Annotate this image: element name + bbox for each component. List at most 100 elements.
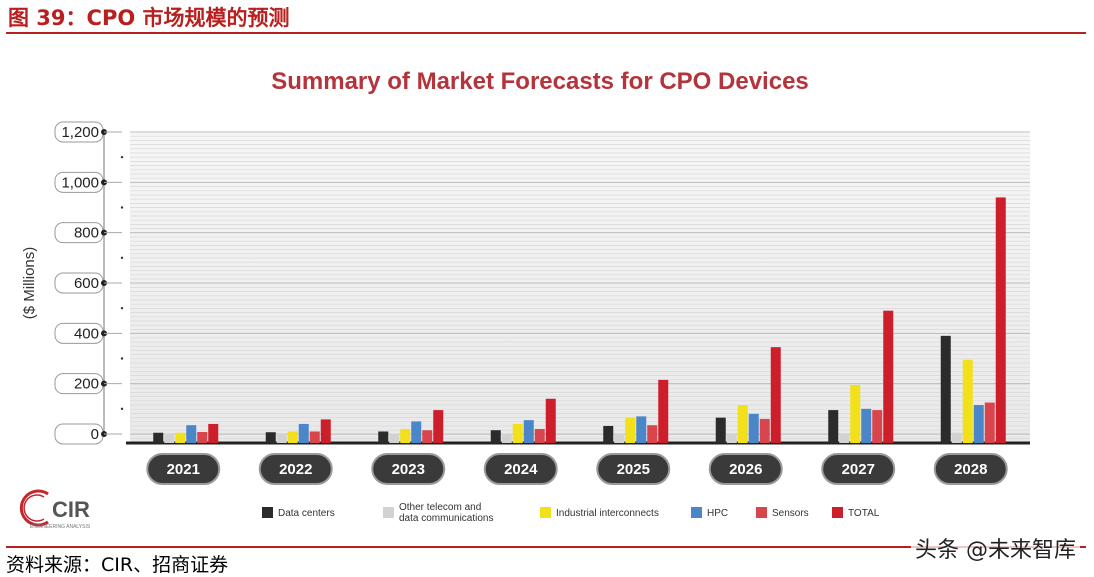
bar-total-2022 — [320, 419, 331, 443]
legend-label: Industrial interconnects — [556, 508, 659, 519]
bar-sensors-2021 — [197, 431, 208, 443]
bar-sensors-2022 — [309, 431, 320, 443]
bar-data-centers-2021 — [153, 432, 164, 443]
figure-header: 图 39：CPO 市场规模的预测 — [0, 0, 1094, 34]
year-pill — [596, 453, 671, 485]
x-tick-label: 2024 — [504, 461, 538, 478]
bar-hpc-2028 — [973, 405, 984, 443]
year-pill — [258, 453, 333, 485]
legend-swatch — [756, 507, 767, 518]
y-axis-label: ($ Millions) — [21, 247, 38, 320]
y-minor-dot — [120, 357, 124, 360]
y-minor-dot — [120, 407, 124, 411]
y-axis: 0 200 400 600 800 1,000 1,200 — [54, 121, 124, 445]
figure-footer: 资料来源：CIR、招商证券 头条 @未来智库 — [0, 532, 1094, 577]
legend-label: Sensors — [772, 508, 809, 519]
bar-hpc-2027 — [861, 408, 872, 443]
y-tick-label: 200 — [74, 376, 99, 393]
x-tick-label: 2026 — [729, 461, 762, 478]
bar-total-2027 — [883, 310, 894, 443]
bar-industrial-interconnects-2022 — [287, 431, 298, 443]
source-note: 资料来源：CIR、招商证券 — [6, 554, 229, 576]
y-minor-dot — [120, 306, 124, 310]
x-tick-label: 2028 — [954, 461, 987, 478]
bar-other-telecom-and-data-communications-2021 — [164, 433, 175, 443]
y-minor-dot — [120, 206, 124, 209]
bar-sensors-2023 — [422, 430, 433, 443]
bar-industrial-interconnects-2026 — [737, 405, 748, 443]
figure-title: 图 39：CPO 市场规模的预测 — [8, 6, 290, 30]
year-pill — [146, 453, 221, 485]
watermark: 头条 @未来智库 — [911, 532, 1080, 564]
bar-hpc-2026 — [748, 413, 759, 443]
x-tick-label: 2025 — [617, 461, 650, 478]
legend-label: HPC — [707, 508, 728, 519]
bar-other-telecom-and-data-communications-2026 — [726, 433, 737, 443]
y-tick-label: 400 — [74, 325, 99, 342]
bars — [153, 197, 1006, 443]
y-tick-label: 0 — [91, 426, 99, 443]
bar-total-2021 — [208, 423, 219, 443]
bar-sensors-2026 — [759, 418, 770, 443]
y-tick-label: 1,000 — [61, 174, 99, 191]
x-tick-label: 2021 — [167, 461, 200, 478]
bar-industrial-interconnects-2027 — [850, 384, 861, 443]
legend-label: TOTAL — [848, 508, 880, 519]
bar-data-centers-2028 — [940, 335, 951, 443]
logo-subtext: ENGINEERING ANALYSIS — [30, 524, 91, 530]
year-pill — [483, 453, 558, 485]
bar-other-telecom-and-data-communications-2027 — [839, 433, 850, 443]
bar-industrial-interconnects-2021 — [175, 432, 186, 443]
logo-text: CIR — [52, 497, 90, 522]
bar-sensors-2028 — [984, 402, 995, 443]
bar-sensors-2025 — [647, 425, 658, 443]
cpo-forecast-chart: Summary of Market Forecasts for CPO Devi… — [19, 68, 1030, 530]
x-axis: 2021 2022 2023 2024 2025 2026 2027 2028 — [146, 453, 1008, 485]
x-tick-label: 2023 — [392, 461, 425, 478]
legend-swatch — [540, 507, 551, 518]
bar-industrial-interconnects-2024 — [512, 423, 523, 443]
bar-data-centers-2022 — [265, 432, 276, 443]
bar-total-2024 — [545, 398, 556, 443]
bar-data-centers-2024 — [490, 430, 501, 443]
bar-sensors-2027 — [872, 410, 883, 443]
y-minor-dot — [120, 256, 124, 260]
bar-total-2025 — [658, 379, 669, 443]
bar-industrial-interconnects-2025 — [625, 417, 636, 443]
bar-other-telecom-and-data-communications-2023 — [389, 433, 400, 443]
bar-total-2028 — [995, 197, 1006, 443]
legend-swatch — [262, 507, 273, 518]
legend-swatch — [383, 507, 394, 518]
bar-hpc-2024 — [523, 420, 534, 443]
legend-label: data communications — [399, 513, 494, 524]
chart-title: Summary of Market Forecasts for CPO Devi… — [271, 68, 809, 95]
bar-other-telecom-and-data-communications-2022 — [276, 433, 287, 443]
year-pill — [708, 453, 783, 485]
legend-label: Data centers — [278, 508, 335, 519]
bar-data-centers-2027 — [828, 410, 839, 443]
y-tick-label: 800 — [74, 225, 99, 242]
x-tick-label: 2022 — [279, 461, 312, 478]
logo-arc-inner — [23, 494, 45, 522]
bar-hpc-2023 — [411, 421, 422, 443]
footer-rule — [6, 546, 1086, 548]
logo-arc — [19, 489, 49, 527]
legend-swatch — [691, 507, 702, 518]
legend-label: Other telecom and — [399, 502, 481, 513]
bar-other-telecom-and-data-communications-2028 — [951, 432, 962, 443]
cir-logo: CIR ENGINEERING ANALYSIS — [19, 489, 91, 530]
year-pill — [371, 453, 446, 485]
bar-industrial-interconnects-2023 — [400, 428, 411, 443]
bar-total-2023 — [433, 410, 444, 443]
bar-data-centers-2025 — [603, 425, 614, 443]
year-pill — [821, 453, 896, 485]
bar-hpc-2025 — [636, 416, 647, 443]
x-tick-label: 2027 — [842, 461, 875, 478]
bar-industrial-interconnects-2028 — [962, 359, 973, 443]
bar-total-2026 — [770, 347, 781, 443]
bar-data-centers-2026 — [715, 417, 726, 443]
bar-hpc-2021 — [186, 425, 197, 443]
y-minor-dot — [120, 155, 124, 159]
figure-title-rule — [6, 32, 1086, 34]
y-tick-label: 1,200 — [61, 124, 99, 141]
